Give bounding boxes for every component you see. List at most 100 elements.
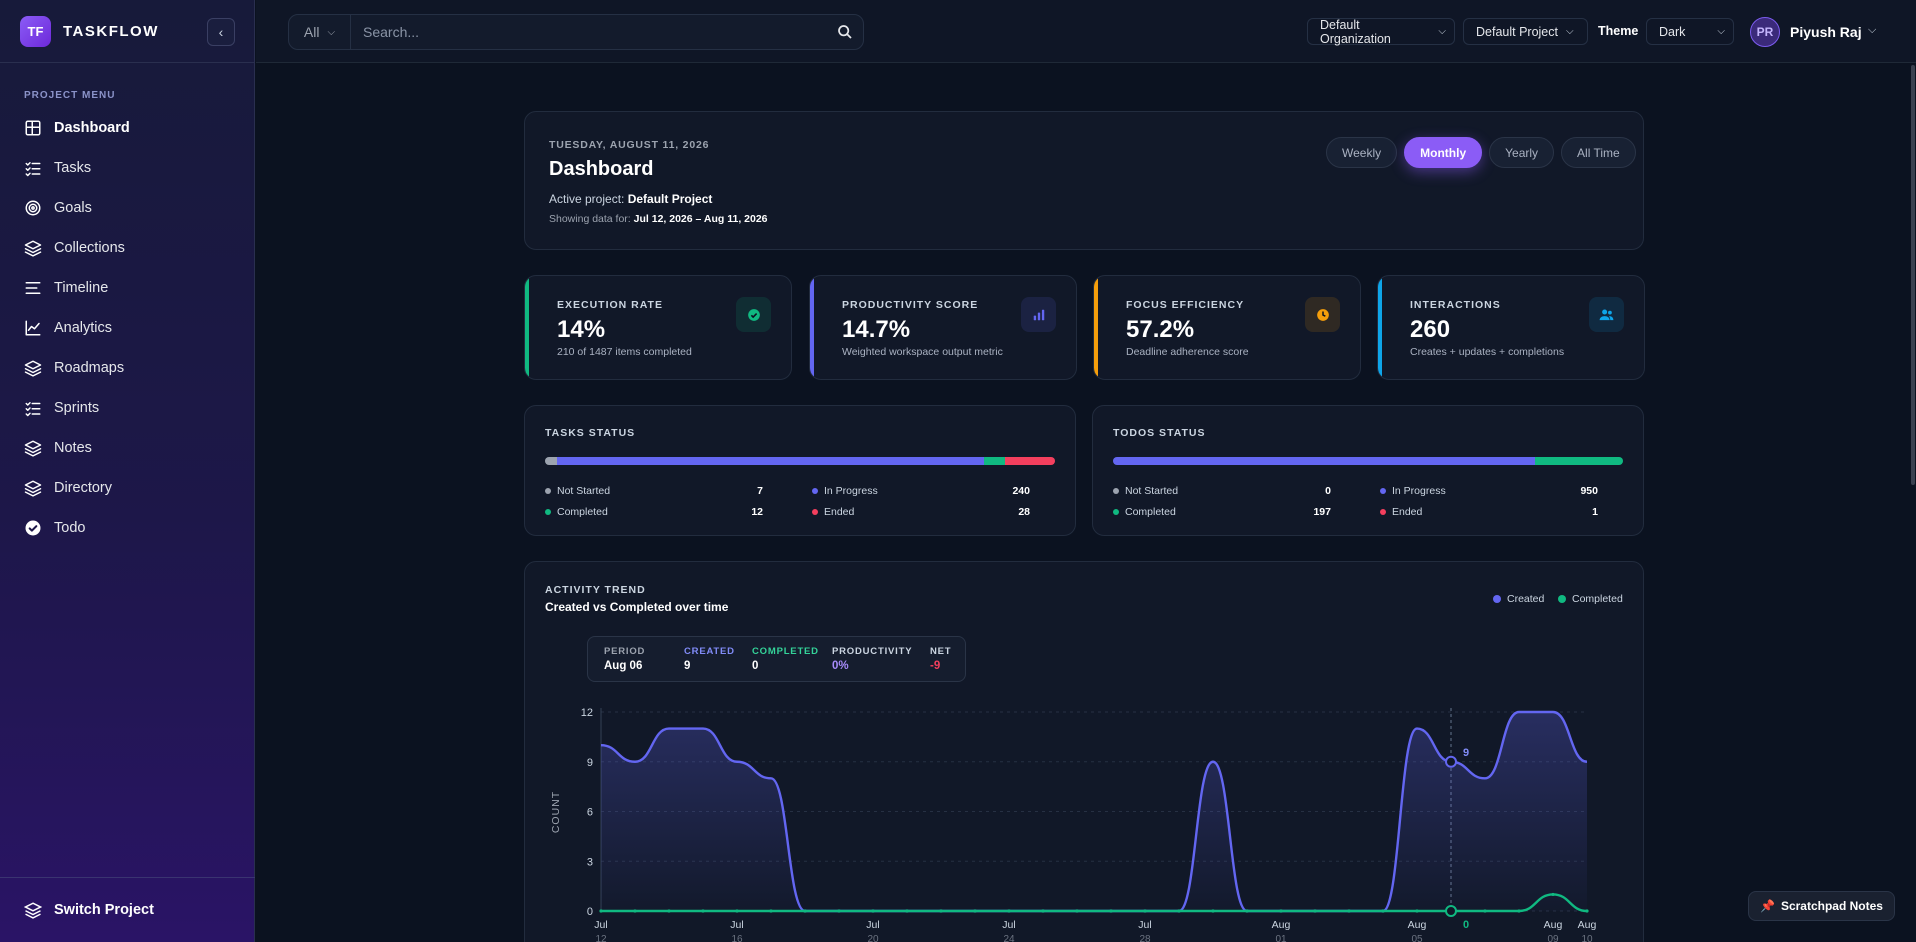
y-tick-label: 12 — [581, 707, 593, 719]
sidebar-item-label: Goals — [54, 200, 92, 216]
legend-completed[interactable]: Completed — [1558, 593, 1623, 605]
todos-status-bar — [1113, 457, 1623, 465]
tab-yearly[interactable]: Yearly — [1489, 137, 1555, 168]
y-tick-label: 6 — [587, 807, 593, 819]
sidebar-item-collections[interactable]: Collections — [0, 228, 255, 268]
legend-created[interactable]: Created — [1493, 593, 1544, 605]
data-point-completed — [1211, 909, 1215, 913]
organization-select[interactable]: Default Organization ⌵ — [1307, 17, 1455, 46]
data-point-completed — [905, 909, 909, 913]
sidebar-item-label: Dashboard — [54, 120, 130, 136]
avatar[interactable]: PR — [1750, 17, 1780, 47]
status-segment-in-progress — [557, 457, 984, 465]
search-input[interactable] — [351, 24, 827, 40]
active-project-value: Default Project — [627, 192, 713, 206]
stat-accent — [1378, 276, 1382, 379]
switch-project-button[interactable]: Switch Project — [0, 877, 255, 942]
theme-label: Theme — [1598, 24, 1639, 38]
tasks-status-card: TASKS STATUS Not Started 7 In Progress 240 C… — [524, 405, 1076, 536]
collapse-sidebar-button[interactable]: ‹ — [207, 18, 235, 46]
tab-monthly[interactable]: Monthly — [1404, 137, 1483, 168]
tasks-status-title: TASKS STATUS — [545, 427, 636, 439]
todos-status-card: TODOS STATUS Not Started 0 In Progress 950 C… — [1092, 405, 1644, 536]
status-legend-completed: Completed — [545, 506, 608, 518]
topbar: All ⌵ Default Organization ⌵ Default Pro… — [256, 0, 1916, 63]
bar-chart-icon — [1021, 297, 1056, 332]
tooltip-created-value: 9 — [684, 660, 691, 672]
data-point-completed — [633, 909, 637, 913]
sidebar-item-sprints[interactable]: Sprints — [0, 388, 255, 428]
status-segment-in-progress — [1113, 457, 1536, 465]
data-point-completed — [1007, 909, 1011, 913]
data-point-completed — [1347, 909, 1351, 913]
search-bar: All ⌵ — [288, 14, 864, 50]
status-legend-in-progress: In Progress — [1380, 485, 1446, 497]
sidebar-item-todo[interactable]: Todo — [0, 508, 255, 548]
chevron-down-icon[interactable]: ⌵ — [1868, 24, 1877, 36]
tooltip-created: CREATED 9 — [684, 646, 735, 672]
tooltip-period-value: Aug 06 — [604, 660, 643, 672]
legend-dot — [1380, 509, 1386, 515]
sidebar-item-notes[interactable]: Notes — [0, 428, 255, 468]
created-area — [601, 712, 1587, 911]
x-tick-label: Jul — [866, 919, 879, 931]
sidebar-item-directory[interactable]: Directory — [0, 468, 255, 508]
tooltip-productivity-value: 0% — [832, 660, 849, 672]
legend-dot — [1113, 509, 1119, 515]
scrollbar[interactable] — [1911, 65, 1915, 485]
data-point-completed — [1177, 909, 1181, 913]
chevron-left-icon: ‹ — [218, 24, 224, 40]
status-label: Not Started — [1125, 485, 1179, 497]
user-name[interactable]: Piyush Raj — [1790, 24, 1862, 40]
status-label: In Progress — [1392, 485, 1446, 497]
status-legend-ended: Ended — [812, 506, 854, 518]
stat-card-focus-efficiency: FOCUS EFFICIENCY 57.2% Deadline adherenc… — [1093, 275, 1361, 380]
data-point-completed — [1041, 909, 1045, 913]
sidebar-item-timeline[interactable]: Timeline — [0, 268, 255, 308]
search-scope-select[interactable]: All ⌵ — [289, 15, 351, 49]
status-segment-not-started — [545, 457, 558, 465]
x-tick-label: Jul — [730, 919, 743, 931]
timeline-icon — [24, 279, 42, 297]
search-icon[interactable] — [827, 24, 863, 40]
status-segment-completed — [1535, 457, 1623, 465]
tooltip-net-value: -9 — [930, 660, 941, 672]
sidebar-item-dashboard[interactable]: Dashboard — [0, 108, 255, 148]
organization-value: Default Organization — [1320, 17, 1391, 46]
x-tick-day: 28 — [1139, 934, 1151, 942]
status-legend-completed: Completed — [1113, 506, 1176, 518]
data-point-completed — [1075, 909, 1079, 913]
legend-dot — [1380, 488, 1386, 494]
sidebar-item-roadmaps[interactable]: Roadmaps — [0, 348, 255, 388]
data-point-completed — [735, 909, 739, 913]
tab-weekly[interactable]: Weekly — [1326, 137, 1398, 168]
x-tick-day: 09 — [1547, 934, 1559, 942]
legend-dot — [545, 488, 551, 494]
data-point-completed — [1517, 909, 1521, 913]
tab-all-time[interactable]: All Time — [1561, 137, 1636, 168]
sidebar-item-analytics[interactable]: Analytics — [0, 308, 255, 348]
data-point-completed — [803, 909, 807, 913]
tooltip-completed-label: COMPLETED — [752, 646, 819, 657]
stat-subtitle: 210 of 1487 items completed — [557, 346, 692, 358]
data-point-completed — [1415, 909, 1419, 913]
chevron-down-icon: ⌵ — [1565, 26, 1574, 37]
x-tick-day: 24 — [1003, 934, 1015, 942]
theme-select[interactable]: Dark ⌵ — [1646, 18, 1734, 45]
data-point-completed — [1585, 909, 1589, 913]
active-project: Active project: Default Project — [549, 192, 712, 206]
x-tick-day: 16 — [731, 934, 743, 942]
scratchpad-notes-button[interactable]: 📌 Scratchpad Notes — [1748, 891, 1895, 921]
project-select[interactable]: Default Project ⌵ — [1463, 18, 1588, 45]
data-point-completed — [1279, 909, 1283, 913]
switch-project-label: Switch Project — [54, 902, 154, 918]
y-tick-label: 3 — [587, 856, 593, 868]
data-point-completed — [1313, 909, 1317, 913]
sidebar-item-goals[interactable]: Goals — [0, 188, 255, 228]
sidebar-item-tasks[interactable]: Tasks — [0, 148, 255, 188]
stat-accent — [525, 276, 529, 379]
theme-value: Dark — [1659, 24, 1686, 39]
x-tick-label: Jul — [594, 919, 607, 931]
sidebar: TF TASKFLOW ‹ PROJECT MENU Dashboard Task… — [0, 0, 255, 942]
current-date: TUESDAY, AUGUST 11, 2026 — [549, 139, 710, 151]
